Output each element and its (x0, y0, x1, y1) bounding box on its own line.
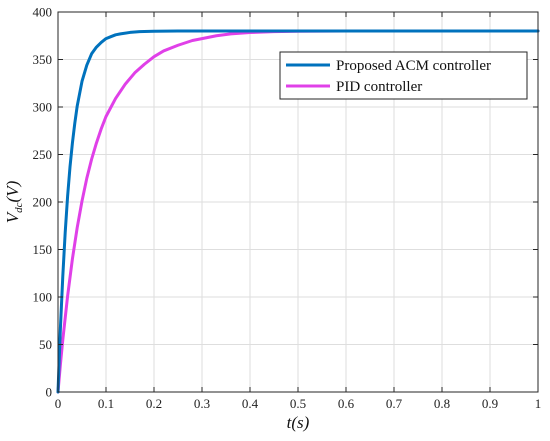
x-axis-label: t(s) (287, 413, 310, 432)
x-tick-label: 0.2 (146, 396, 162, 411)
x-tick-label: 0.3 (194, 396, 210, 411)
y-tick-label: 350 (33, 52, 53, 67)
x-tick-label: 0.8 (434, 396, 450, 411)
y-axis-label-subscript: dc (13, 202, 25, 213)
x-tick-label: 0.9 (482, 396, 498, 411)
axis-ticks: 0 0.1 0.2 0.3 0.4 0.5 0.6 0.7 0.8 0.9 1 0 50 100 150 20… (33, 5, 542, 412)
legend-box (279, 51, 528, 100)
legend-label-proposed: Proposed ACM controller (336, 58, 491, 74)
y-tick-label: 250 (33, 147, 53, 162)
x-tick-label: 0.6 (338, 396, 355, 411)
x-tick-label: 0.7 (386, 396, 403, 411)
y-axis-label-unit: (V) (3, 180, 22, 202)
y-tick-label: 400 (33, 5, 53, 20)
y-axis-label: Vdc(V) (3, 180, 25, 223)
x-tick-label: 1 (535, 396, 542, 411)
x-tick-label: 0.5 (290, 396, 306, 411)
y-tick-label: 300 (33, 100, 53, 115)
y-tick-label: 50 (39, 337, 52, 352)
x-tick-label: 0.4 (242, 396, 259, 411)
legend: Proposed ACM controller PID controller (279, 51, 528, 100)
y-tick-label: 200 (33, 195, 53, 210)
proposed-acm-series-line (56, 29, 540, 394)
series-layer (56, 29, 540, 394)
y-axis-label-symbol: V (3, 210, 22, 223)
y-tick-label: 0 (46, 385, 53, 400)
x-tick-label: 0.1 (98, 396, 114, 411)
y-tick-label: 100 (33, 290, 53, 305)
y-tick-label: 150 (33, 242, 53, 257)
legend-label-pid: PID controller (336, 79, 422, 95)
x-tick-label: 0 (55, 396, 62, 411)
